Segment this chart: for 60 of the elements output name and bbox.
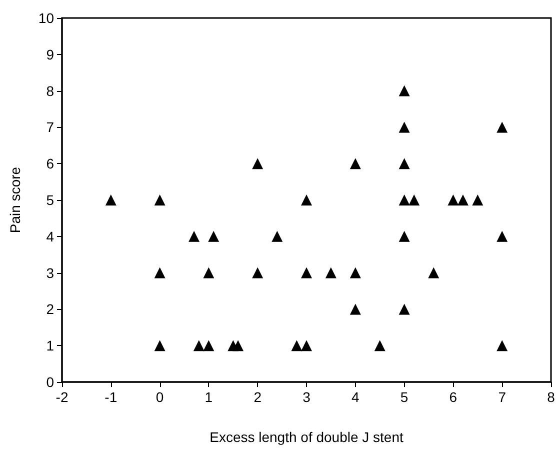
point <box>428 267 440 278</box>
point <box>154 267 166 278</box>
point <box>232 340 244 352</box>
point <box>252 267 264 278</box>
y-tick-label: 3 <box>46 264 54 281</box>
y-tick-label: 6 <box>46 156 54 172</box>
point <box>496 122 508 133</box>
x-tick-label: 0 <box>156 389 164 405</box>
point <box>193 340 204 352</box>
y-tick-label: 0 <box>46 374 54 390</box>
x-axis-title: Excess length of double J stent <box>210 429 404 445</box>
y-tick-label: 1 <box>46 338 54 354</box>
x-tick-label: 7 <box>498 389 506 405</box>
point <box>350 158 361 170</box>
x-tick-label: -1 <box>104 389 118 405</box>
x-tick-label: 6 <box>449 389 458 405</box>
point <box>154 194 166 206</box>
point <box>301 340 312 352</box>
point <box>301 267 312 278</box>
point <box>398 158 410 170</box>
point <box>203 340 214 352</box>
point <box>457 194 468 206</box>
x-tick-label: -2 <box>56 389 68 405</box>
point <box>350 304 361 315</box>
point <box>252 158 264 170</box>
point <box>291 340 302 352</box>
point <box>398 194 410 206</box>
x-tick-label: 5 <box>400 389 408 405</box>
point <box>154 340 166 352</box>
point <box>350 267 361 278</box>
point <box>301 194 312 206</box>
y-tick-label: 2 <box>46 301 54 318</box>
x-tick-label: 8 <box>547 389 556 405</box>
point <box>448 194 459 206</box>
point <box>188 230 200 242</box>
y-tick-label: 9 <box>46 46 54 62</box>
point <box>472 194 484 206</box>
x-tick-label: 2 <box>254 389 262 405</box>
y-tick-label: 7 <box>46 119 54 136</box>
x-tick-label: 1 <box>204 389 213 405</box>
y-tick-label: 5 <box>46 192 54 208</box>
point <box>272 230 283 242</box>
x-tick-label: 4 <box>352 389 360 405</box>
point <box>105 194 116 206</box>
point <box>325 267 336 278</box>
point <box>398 230 410 242</box>
point <box>496 230 508 242</box>
point <box>203 267 214 278</box>
x-tick-label: 3 <box>302 389 311 405</box>
point <box>408 194 420 206</box>
y-axis-title: Pain score <box>7 166 23 234</box>
point <box>208 230 220 242</box>
y-tick-label: 8 <box>46 82 54 99</box>
y-tick-label: 4 <box>46 228 54 244</box>
point <box>374 340 386 352</box>
point <box>496 340 508 352</box>
point <box>398 85 410 96</box>
y-tick-label: 10 <box>38 10 54 26</box>
point <box>398 304 410 315</box>
point <box>398 122 410 133</box>
